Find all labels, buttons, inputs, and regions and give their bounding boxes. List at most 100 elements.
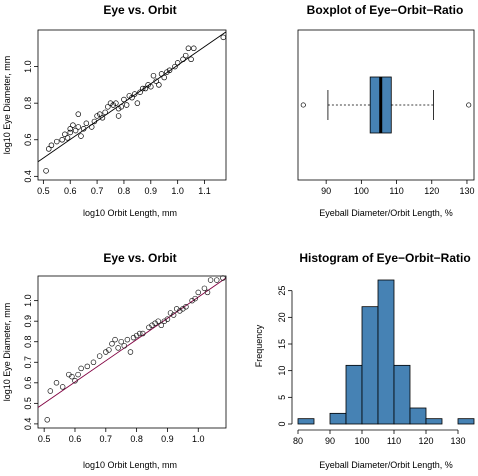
data-point <box>164 316 171 322</box>
x-axis-label-scatter-bottom: log10 Orbit Length, mm <box>83 460 177 470</box>
y-tick-label: 0.7 <box>23 356 33 369</box>
data-point <box>161 74 167 81</box>
data-point <box>59 384 66 390</box>
data-point <box>91 118 98 125</box>
x-ticks-histogram: 80 90 100 110 120 130 <box>293 429 466 446</box>
x-tick-label: 0.8 <box>118 186 131 196</box>
data-point <box>69 373 75 380</box>
data-point <box>62 131 68 138</box>
outlier-point <box>300 102 306 108</box>
data-point <box>129 94 135 101</box>
y-tick-label: 0.4 <box>23 418 33 431</box>
histogram-bar <box>393 364 411 425</box>
y-tick-label: 0.4 <box>23 170 33 183</box>
data-point <box>150 72 157 79</box>
data-point <box>172 63 178 70</box>
data-point <box>124 336 131 343</box>
data-point <box>182 52 189 59</box>
y-ticks-histogram: 0 5 10 15 20 25 <box>277 286 293 427</box>
x-tick-label: 0.5 <box>38 434 51 444</box>
regression-line <box>37 31 227 163</box>
data-point <box>115 113 122 119</box>
histogram-bar <box>345 364 363 425</box>
y-tick-label: 0.5 <box>23 397 33 410</box>
data-point <box>142 85 149 92</box>
data-point <box>140 330 146 337</box>
panel-boxplot: Boxplot of Eye−Orbit−Ratio 90 100 110 120 13… <box>297 3 475 218</box>
data-point <box>158 71 165 77</box>
x-tick-label: 0.6 <box>64 186 77 196</box>
data-point <box>139 85 146 92</box>
data-point <box>127 349 134 355</box>
x-tick-label: 80 <box>293 436 303 446</box>
data-point <box>43 168 49 174</box>
x-ticks-scatter-bottom: 0.5 0.6 0.7 0.8 0.9 1.0 <box>38 428 205 444</box>
histogram-bar <box>409 407 427 425</box>
data-point <box>113 100 119 106</box>
x-axis-label-boxplot: Eyeball Diameter/Orbit Length, % <box>319 208 453 218</box>
data-point <box>214 277 220 283</box>
regression-line <box>37 277 227 408</box>
data-point <box>44 417 50 423</box>
y-axis-label-scatter-bottom: log10 Eye Diameter, mm <box>2 303 12 402</box>
chart-title-scatter-bottom: Eye vs. Orbit <box>103 251 176 265</box>
y-tick-label: 0 <box>277 421 287 426</box>
x-tick-label: 100 <box>354 436 369 446</box>
chart-title-scatter-top: Eye vs. Orbit <box>103 3 176 17</box>
data-point <box>70 122 76 128</box>
data-point <box>78 133 84 139</box>
data-point <box>155 318 161 324</box>
data-point <box>96 353 103 359</box>
data-point <box>64 135 71 141</box>
data-point <box>123 102 130 108</box>
data-point <box>115 345 121 351</box>
x-tick-label: 0.9 <box>161 434 174 444</box>
data-point <box>84 363 91 370</box>
data-point <box>180 56 186 63</box>
plot-frame-boxplot <box>297 29 475 181</box>
y-tick-label: 5 <box>277 395 287 400</box>
plot-frame-scatter-top <box>37 29 227 181</box>
data-point <box>131 91 138 97</box>
data-point <box>102 109 108 116</box>
panel-scatter-top: Eye vs. Orbit 0.5 0.6 0.7 0.8 0.9 1.0 1.1 0.40… <box>2 3 227 218</box>
data-point <box>48 142 55 148</box>
data-point <box>191 45 197 52</box>
panel-histogram: Histogram of Eye−Orbit−Ratio 80 90 100 110 1… <box>254 251 475 470</box>
data-point <box>220 34 227 41</box>
data-point <box>207 277 214 283</box>
data-point <box>134 100 141 106</box>
x-tick-label: 130 <box>450 436 465 446</box>
panel-scatter-bottom: Eye vs. Orbit 0.5 0.6 0.7 0.8 0.9 1.0 0.40.50… <box>2 251 227 470</box>
data-point <box>59 137 65 143</box>
x-tick-label: 100 <box>354 186 369 196</box>
points-scatter-bottom <box>44 275 226 423</box>
data-point <box>185 45 192 52</box>
x-tick-label: 130 <box>459 186 474 196</box>
x-tick-label: 0.6 <box>69 434 82 444</box>
data-point <box>47 388 54 394</box>
x-axis-label-scatter-top: log10 Orbit Length, mm <box>83 208 177 218</box>
data-point <box>170 312 177 318</box>
data-point <box>137 89 143 95</box>
data-point <box>88 124 95 130</box>
y-ticks-scatter-bottom: 0.4 0.5 0.6 0.7 0.8 0.9 1.0 <box>23 294 38 430</box>
data-point <box>72 127 79 134</box>
histogram-bar <box>361 306 379 425</box>
y-tick-label: 0.9 <box>23 315 33 328</box>
x-tick-label: 1.1 <box>198 186 211 196</box>
x-tick-label: 1.0 <box>192 434 205 444</box>
x-tick-label: 0.9 <box>145 186 158 196</box>
data-point <box>72 378 78 384</box>
data-point <box>78 365 84 372</box>
data-point <box>105 104 111 110</box>
x-tick-label: 120 <box>424 186 439 196</box>
data-point <box>106 347 112 353</box>
data-point <box>45 146 52 152</box>
x-tick-label: 0.5 <box>37 186 50 196</box>
chart-title-histogram: Histogram of Eye−Orbit−Ratio <box>299 251 470 265</box>
data-point <box>136 330 143 337</box>
data-point <box>148 83 154 90</box>
fit-line-scatter-bottom <box>37 277 227 408</box>
